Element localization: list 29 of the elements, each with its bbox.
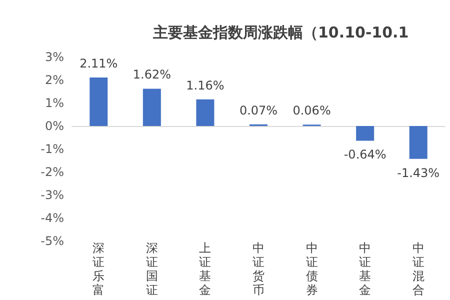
data-label: 1.62% [132,68,171,82]
bar [90,77,108,126]
x-tick-label: 深证国证 [146,241,158,297]
y-tick-label: 1% [44,96,64,110]
data-label: 1.16% [186,78,224,92]
bar [196,99,214,126]
x-tick-label: 中证基金 [359,241,372,297]
data-label: 0.06% [292,104,331,118]
y-tick-label: -4% [40,211,64,225]
data-label: -1.43% [397,166,440,180]
y-tick-label: -1% [40,142,64,156]
data-label: -0.64% [344,148,386,162]
bar [409,126,428,159]
y-tick-label: -3% [40,188,64,202]
x-tick-label: 中证货币 [252,241,264,297]
x-tick-label: 中证混合 [412,241,424,297]
bar [142,88,161,126]
y-tick-label: -5% [40,234,64,248]
data-label: 0.07% [239,103,278,118]
chart-title: 主要基金指数周涨跌幅（10.10-10.1 [152,24,409,42]
y-tick-label: 3% [44,50,64,64]
y-tick-label: 2% [44,73,64,87]
x-tick-label: 上证基金 [199,241,212,297]
x-tick-label: 深证乐富 [92,241,105,297]
x-tick-label: 中证债券 [306,241,318,297]
bar [356,126,374,141]
data-label: 2.11% [80,56,118,70]
y-tick-label: 0% [44,119,64,133]
y-tick-label: -2% [40,165,64,179]
